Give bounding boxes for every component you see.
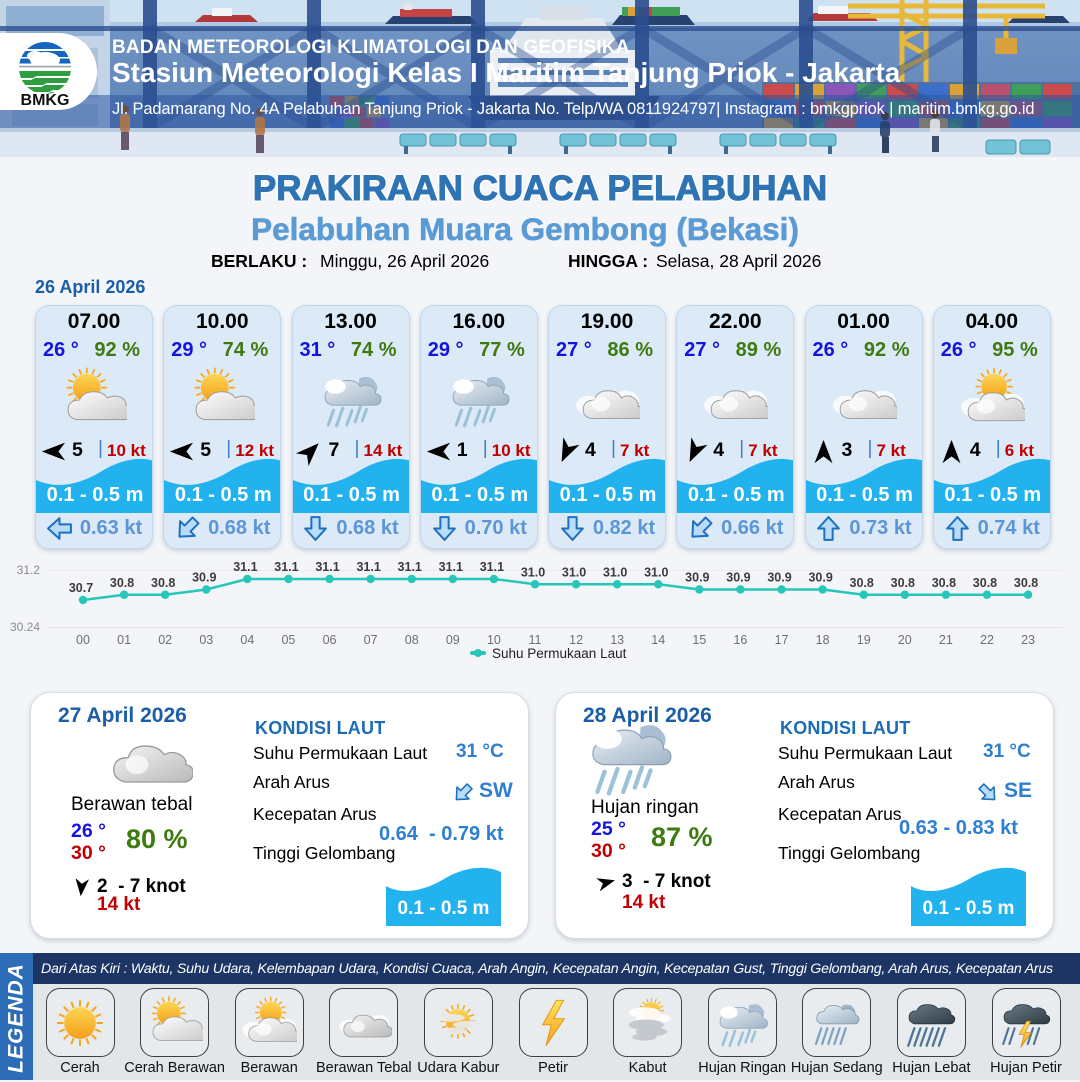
svg-text:14: 14: [651, 633, 665, 647]
svg-text:04: 04: [240, 633, 254, 647]
svg-text:12: 12: [569, 633, 583, 647]
svg-text:30.7: 30.7: [69, 581, 93, 595]
svg-text:05: 05: [281, 633, 295, 647]
svg-text:09: 09: [446, 633, 460, 647]
svg-text:30.8: 30.8: [973, 576, 997, 590]
svg-text:30.8: 30.8: [891, 576, 915, 590]
svg-text:31.1: 31.1: [233, 560, 257, 574]
svg-text:30.24: 30.24: [10, 620, 40, 634]
svg-text:11: 11: [528, 633, 541, 647]
svg-text:22: 22: [980, 633, 994, 647]
svg-text:30.9: 30.9: [192, 571, 216, 585]
svg-text:31.0: 31.0: [562, 565, 586, 579]
svg-text:31.1: 31.1: [315, 560, 339, 574]
svg-text:30.9: 30.9: [685, 571, 709, 585]
svg-text:08: 08: [405, 633, 419, 647]
svg-text:31.0: 31.0: [521, 565, 545, 579]
svg-text:30.9: 30.9: [808, 571, 832, 585]
svg-text:03: 03: [199, 633, 213, 647]
svg-text:30.8: 30.8: [850, 576, 874, 590]
svg-text:07: 07: [364, 633, 378, 647]
svg-text:31.1: 31.1: [356, 560, 380, 574]
svg-text:23: 23: [1021, 633, 1035, 647]
svg-text:31.0: 31.0: [644, 565, 668, 579]
svg-text:30.8: 30.8: [151, 576, 175, 590]
svg-text:30.9: 30.9: [726, 571, 750, 585]
svg-text:30.8: 30.8: [1014, 576, 1038, 590]
svg-text:02: 02: [158, 633, 172, 647]
svg-text:BMKG: BMKG: [21, 92, 70, 109]
svg-text:21: 21: [939, 633, 953, 647]
svg-text:13: 13: [610, 633, 624, 647]
svg-text:31.1: 31.1: [439, 560, 463, 574]
svg-text:17: 17: [775, 633, 789, 647]
svg-text:Suhu Permukaan Laut: Suhu Permukaan Laut: [492, 646, 627, 661]
svg-text:01: 01: [117, 633, 131, 647]
svg-text:31.1: 31.1: [480, 560, 504, 574]
svg-text:18: 18: [816, 633, 830, 647]
svg-text:19: 19: [857, 633, 871, 647]
svg-text:16: 16: [733, 633, 747, 647]
svg-text:10: 10: [487, 633, 501, 647]
svg-text:15: 15: [692, 633, 706, 647]
svg-text:31.1: 31.1: [274, 560, 298, 574]
svg-text:20: 20: [898, 633, 912, 647]
svg-text:30.8: 30.8: [932, 576, 956, 590]
svg-text:31.0: 31.0: [603, 565, 627, 579]
svg-text:31.1: 31.1: [398, 560, 422, 574]
svg-text:06: 06: [323, 633, 337, 647]
svg-text:30.9: 30.9: [767, 571, 791, 585]
svg-text:31.2: 31.2: [17, 563, 41, 577]
svg-text:30.8: 30.8: [110, 576, 134, 590]
svg-text:00: 00: [76, 633, 90, 647]
